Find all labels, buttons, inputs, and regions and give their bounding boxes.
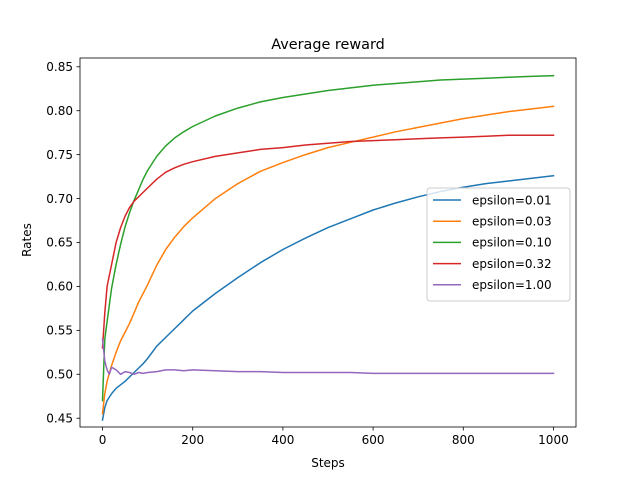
legend-label-3: epsilon=0.10	[472, 236, 552, 250]
y-tick-label: 0.75	[46, 148, 73, 162]
y-axis-label: Rates	[20, 223, 34, 257]
y-tick-label: 0.55	[46, 324, 73, 338]
series-line-4	[101, 134, 555, 349]
legend: epsilon=0.01 epsilon=0.03 epsilon=0.10 epsi…	[426, 187, 571, 302]
x-axis: 0 200 400 600 800 1000	[99, 427, 569, 447]
series-line-3	[101, 74, 555, 402]
y-tick-label: 0.80	[46, 104, 73, 118]
series-line-2	[101, 105, 555, 415]
x-tick-label: 600	[362, 433, 385, 447]
y-tick-label: 0.70	[46, 192, 73, 206]
y-tick-label: 0.65	[46, 236, 73, 250]
legend-label-2: epsilon=0.03	[472, 215, 552, 229]
x-tick-label: 400	[271, 433, 294, 447]
legend-label-1: epsilon=0.01	[472, 193, 552, 207]
x-tick-label: 800	[452, 433, 475, 447]
chart-title: Average reward	[271, 37, 385, 53]
legend-label-5: epsilon=1.00	[472, 278, 552, 292]
y-axis: 0.45 0.50 0.55 0.60 0.65 0.70 0.75 0.80 0.85	[46, 60, 80, 425]
y-tick-label: 0.85	[46, 60, 73, 74]
x-tick-label: 1000	[538, 433, 569, 447]
legend-label-4: epsilon=0.32	[472, 257, 552, 271]
x-tick-label: 200	[181, 433, 204, 447]
y-tick-label: 0.60	[46, 280, 73, 294]
x-axis-label: Steps	[311, 456, 345, 470]
y-tick-label: 0.50	[46, 367, 73, 381]
y-tick-label: 0.45	[46, 411, 73, 425]
legend-box	[426, 187, 571, 302]
x-tick-label: 0	[99, 433, 107, 447]
series-line-5	[101, 338, 555, 376]
